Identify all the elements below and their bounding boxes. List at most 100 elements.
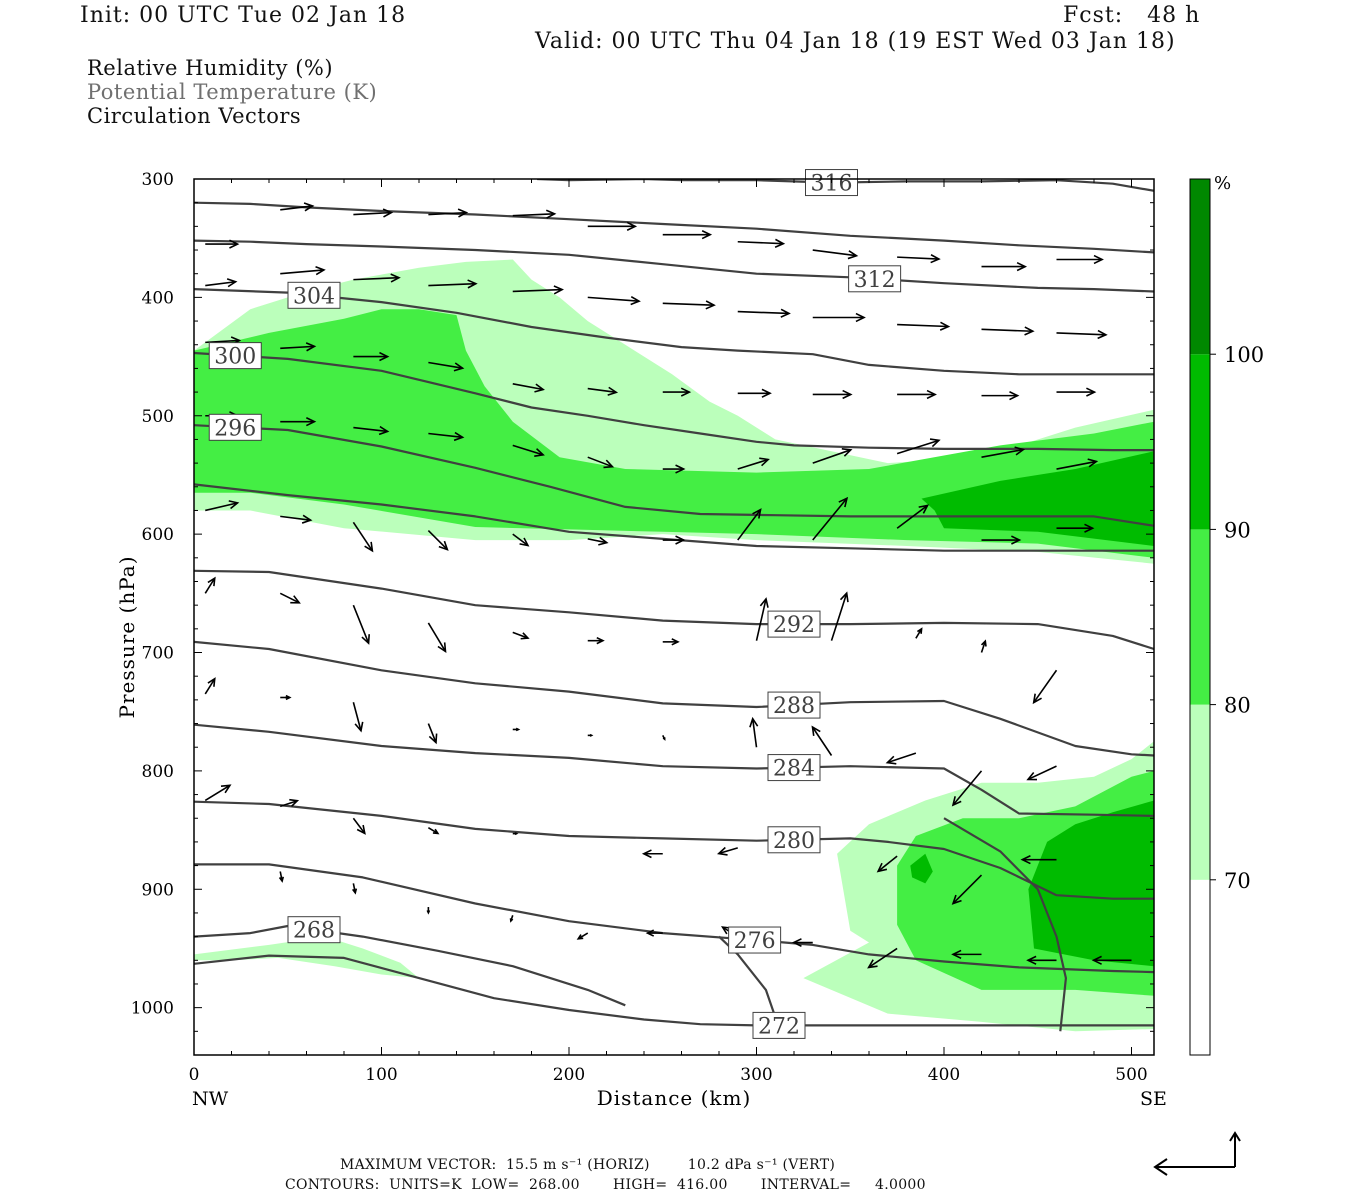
theta-label: 288	[773, 694, 815, 719]
circulation-vector	[428, 279, 478, 289]
circulation-vector	[737, 388, 772, 398]
circulation-vector	[512, 383, 545, 393]
circulation-vector	[280, 202, 315, 212]
rh-fill-80	[194, 309, 1154, 558]
circulation-vector	[280, 265, 326, 276]
theta-label-box	[287, 281, 341, 309]
circulation-vector	[278, 871, 285, 883]
circulation-vector	[427, 530, 449, 551]
circulation-vector	[737, 308, 791, 318]
circulation-vector	[876, 855, 898, 873]
theta-label: 272	[758, 1014, 800, 1039]
circulation-vector	[205, 500, 240, 512]
circulation-vector	[587, 733, 594, 737]
circulation-vector	[812, 249, 859, 260]
colorbar-segment	[1190, 529, 1210, 705]
legend-theta: Potential Temperature (K)	[87, 80, 378, 104]
theta-label-box	[208, 413, 262, 441]
legend-rh: Relative Humidity (%)	[87, 56, 334, 80]
theta-label-box	[767, 826, 821, 854]
circulation-vector	[279, 798, 300, 808]
theta-label-box	[767, 610, 821, 638]
theta-contour	[194, 924, 626, 1007]
circulation-vector	[981, 535, 1022, 545]
circulation-vector	[1056, 523, 1095, 533]
circulation-vectors	[204, 202, 1132, 969]
circulation-vector	[755, 597, 769, 641]
theta-contour	[194, 424, 1154, 527]
circulation-vector	[587, 536, 609, 546]
circulation-vector	[1056, 458, 1099, 470]
y-tick-label: 900	[142, 880, 174, 900]
theta-label: 292	[773, 613, 815, 638]
circulation-vector	[645, 929, 663, 937]
theta-contours	[194, 179, 1154, 1038]
circulation-vector	[662, 300, 716, 310]
theta-label-box	[848, 265, 902, 293]
circulation-vector	[426, 907, 431, 915]
circulation-vector	[812, 312, 866, 323]
colorbar-frame	[1189, 178, 1211, 1056]
valid-time: Valid: 00 UTC Thu 04 Jan 18 (19 EST Wed …	[535, 29, 1176, 54]
circulation-vector	[587, 221, 638, 231]
colorbar-label: 90	[1224, 518, 1251, 542]
circulation-vector	[427, 827, 440, 835]
theta-label-box	[752, 1011, 806, 1039]
x-axis-label: Distance (km)	[597, 1086, 752, 1110]
y-tick-label: 1000	[131, 999, 174, 1019]
colorbar: 70 80 90 100%	[1189, 173, 1264, 1056]
colorbar-label: 100	[1224, 343, 1264, 367]
init-time: Init: 00 UTC Tue 02 Jan 18	[80, 3, 407, 28]
circulation-vector	[427, 622, 447, 653]
circulation-vector	[951, 874, 983, 905]
circulation-vector	[830, 591, 849, 641]
theta-label-box	[767, 691, 821, 719]
circulation-vector	[641, 849, 663, 859]
max-vector-info: MAXIMUM VECTOR: 15.5 m s⁻¹ (HORIZ) 10.2 …	[340, 1157, 836, 1173]
colorbar-segment	[1190, 179, 1210, 355]
circulation-vector	[587, 636, 605, 645]
y-tick-label: 300	[142, 170, 174, 190]
circulation-vector	[280, 694, 292, 701]
theta-label-box	[208, 342, 262, 370]
circulation-vector	[587, 456, 615, 469]
rh-fill-90	[921, 451, 1154, 546]
circulation-vector	[353, 351, 390, 362]
circulation-vector	[576, 932, 589, 940]
circulation-vector	[512, 209, 557, 219]
colorbar-segment	[1190, 879, 1210, 1055]
circulation-vector	[737, 238, 786, 248]
theta-label: 276	[734, 929, 776, 954]
circulation-vector	[512, 727, 521, 732]
circulation-vector	[897, 389, 937, 400]
circulation-vector	[897, 321, 951, 331]
circulation-vector	[279, 592, 301, 604]
theta-label: 284	[773, 757, 815, 782]
theta-contour	[194, 483, 1154, 552]
circulation-vector	[981, 390, 1020, 401]
theta-contour	[194, 723, 1154, 817]
x-tick-label: 200	[553, 1065, 585, 1085]
circulation-vector	[352, 817, 366, 835]
circulation-vector	[512, 444, 545, 457]
contour-info: CONTOURS: UNITS=K LOW= 268.00 HIGH= 416.…	[285, 1177, 926, 1193]
circulation-vector	[512, 832, 519, 836]
y-tick-label: 400	[142, 288, 174, 308]
circulation-vector	[981, 446, 1026, 458]
circulation-vector	[509, 915, 514, 923]
theta-label: 280	[773, 829, 815, 854]
circulation-vector	[352, 604, 370, 645]
circulation-vector	[896, 504, 929, 529]
circulation-vector	[587, 295, 641, 306]
circulation-vector	[512, 631, 530, 640]
circulation-vector	[951, 949, 982, 960]
circulation-vector	[867, 947, 898, 969]
se-label: SE	[1140, 1088, 1167, 1110]
colorbar-label: 70	[1224, 869, 1251, 893]
theta-contour	[194, 288, 1154, 376]
circulation-vector	[737, 457, 770, 470]
y-axis-label: Pressure (hPa)	[115, 556, 139, 719]
circulation-vector	[512, 285, 564, 295]
colorbar-label: 80	[1224, 694, 1251, 718]
